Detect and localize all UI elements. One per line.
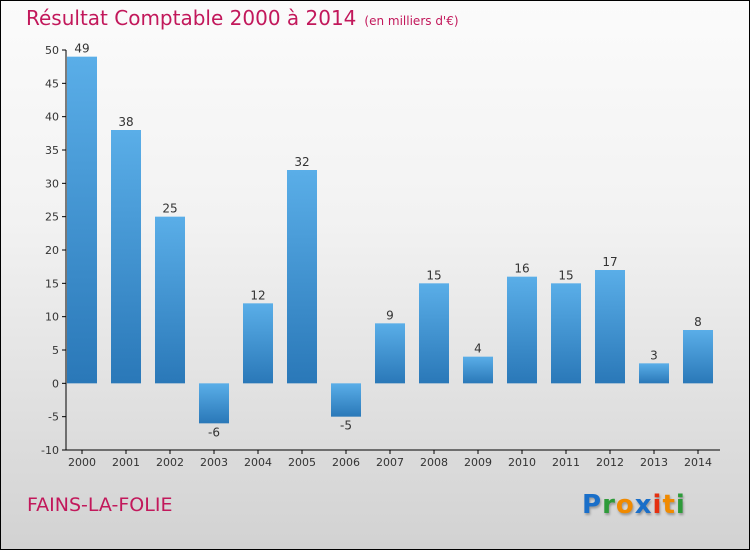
data-label: -5 [340,419,352,433]
bar [639,363,669,384]
x-tick-label: 2012 [596,456,624,469]
y-tick-label: -5 [48,411,59,424]
x-tick-label: 2010 [508,456,536,469]
bar [243,303,273,384]
data-label: 49 [74,42,89,56]
data-label: 15 [426,268,441,282]
x-tick-label: 2007 [376,456,404,469]
logo-letter: r [602,490,616,520]
logo-letter: t [662,490,676,520]
y-tick-label: 50 [45,44,59,57]
data-label: 16 [514,262,529,276]
x-tick-label: 2002 [156,456,184,469]
data-label: 15 [558,268,573,282]
data-label: 12 [250,288,265,302]
y-tick-label: 15 [45,277,59,290]
bar [67,56,97,384]
logo-letter: x [634,490,653,520]
data-label: 9 [386,308,394,322]
x-tick-label: 2014 [684,456,712,469]
commune-name: FAINS-LA-FOLIE [27,494,173,516]
bar [419,283,449,384]
bar [111,130,141,384]
bar [287,170,317,384]
x-tick-label: 2006 [332,456,360,469]
bar [375,323,405,384]
unit-label: (en milliers d'€) [364,14,459,28]
x-tick-label: 2003 [200,456,228,469]
data-label: 17 [602,255,617,269]
y-tick-label: 35 [45,144,59,157]
y-tick-label: -10 [41,444,59,457]
y-tick-label: 30 [45,177,59,190]
data-label: 38 [118,115,133,129]
title-text: Résultat Comptable 2000 à 2014 [26,6,357,30]
bar [463,356,493,384]
y-tick-label: 20 [45,244,59,257]
bar [595,270,625,384]
bar [683,330,713,384]
x-tick-label: 2005 [288,456,316,469]
y-tick-label: 25 [45,211,59,224]
chart-title: Résultat Comptable 2000 à 2014 (en millie… [26,6,459,30]
x-tick-label: 2004 [244,456,272,469]
y-tick-label: 40 [45,111,59,124]
x-tick-label: 2009 [464,456,492,469]
y-tick-label: 45 [45,77,59,90]
x-tick-label: 2011 [552,456,580,469]
logo-letter: i [652,490,663,520]
bar [507,276,537,384]
data-label: 8 [694,315,702,329]
x-tick-label: 2013 [640,456,668,469]
logo-letter: i [675,490,686,520]
proxiti-logo[interactable]: Proxiti [582,490,686,520]
x-tick-label: 2001 [112,456,140,469]
bar [551,283,581,384]
x-tick-label: 2008 [420,456,448,469]
data-label: 32 [294,155,309,169]
y-tick-label: 0 [52,377,59,390]
y-tick-label: 10 [45,311,59,324]
data-label: 3 [650,348,658,362]
x-tick-label: 2000 [68,456,96,469]
bar [331,383,361,417]
data-label: 4 [474,342,482,356]
bar [155,216,185,384]
data-label: -6 [208,425,220,439]
logo-letter: o [615,490,635,520]
data-label: 25 [162,202,177,216]
y-tick-label: 5 [52,344,59,357]
logo-letter: P [582,490,603,520]
bar [199,383,229,424]
